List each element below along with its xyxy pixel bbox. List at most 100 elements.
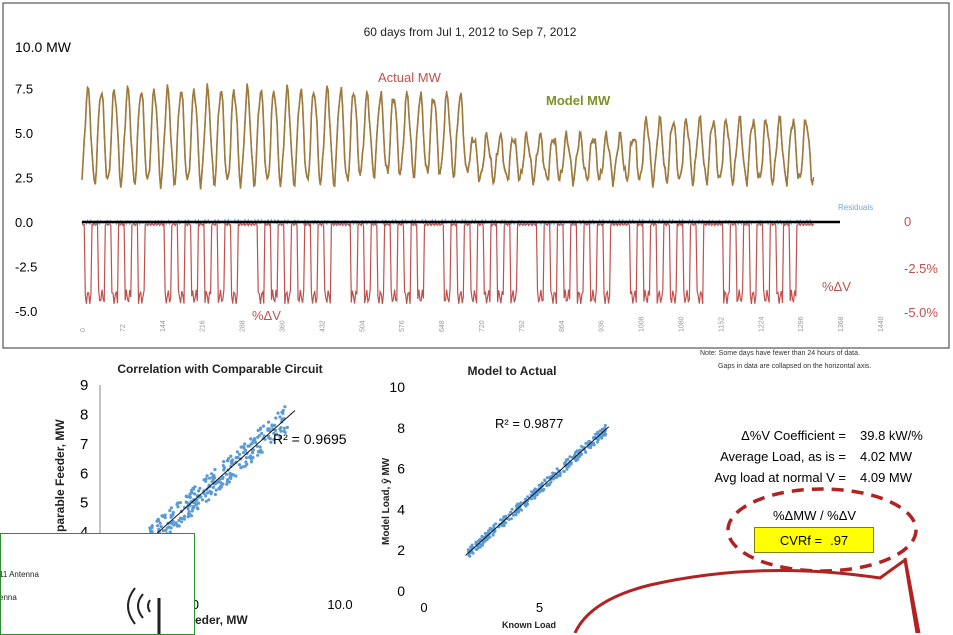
scatter2-point	[541, 489, 545, 493]
x-tick-label: 864	[559, 320, 566, 332]
scatter2-point	[562, 470, 566, 473]
right-tick-label: 0	[904, 214, 911, 229]
scatter2-y-tick: 8	[397, 420, 405, 436]
scatter1-point	[251, 456, 255, 460]
scatter2-point	[476, 539, 480, 543]
scatter1-point	[276, 411, 280, 415]
scatter1-point	[272, 431, 276, 435]
scatter1-point	[210, 480, 214, 484]
scatter2-point	[475, 548, 479, 551]
cvrf-label: CVRf =	[779, 532, 823, 548]
scatter2-point	[526, 495, 530, 499]
scatter1-point	[204, 499, 208, 503]
scatter2-point	[509, 510, 513, 514]
scatter1-point	[257, 434, 261, 438]
annotation-dv-2: %ΔV	[822, 279, 851, 294]
scatter1-point	[256, 453, 260, 457]
scatter1-point	[273, 423, 277, 427]
scatter1-point	[213, 467, 217, 472]
scatter1-point	[260, 431, 264, 436]
scatter1-point	[195, 498, 199, 502]
scatter2-fit-line	[465, 426, 610, 556]
scatter1-point	[211, 485, 215, 489]
scatter2-title: Model to Actual	[468, 364, 557, 378]
scatter1-point	[160, 514, 164, 518]
legend-line-2: enna	[0, 593, 17, 602]
scatter1-point	[161, 529, 165, 533]
scatter1-point	[182, 517, 186, 521]
scatter2-point	[574, 450, 577, 454]
scatter2-point	[564, 458, 568, 462]
x-tick-label: 360	[280, 320, 287, 332]
x-tick-label: 1440	[878, 316, 885, 332]
scatter2-point	[488, 535, 492, 539]
scatter2-point	[524, 503, 528, 507]
scatter1-point	[225, 459, 229, 463]
scatter1-point	[198, 486, 202, 490]
scatter1-point	[274, 416, 278, 420]
scatter1-point	[208, 476, 212, 480]
scatter2-point	[487, 529, 490, 533]
scatter1-point	[175, 502, 179, 506]
scatter2-point	[492, 530, 496, 534]
y-unit-label: 10.0 MW	[15, 39, 72, 55]
scatter2-point	[510, 507, 514, 511]
scatter1-point	[164, 528, 168, 533]
scatter1-point	[184, 494, 188, 498]
annotation-model-mw: Model MW	[546, 93, 611, 108]
scatter1-point	[272, 437, 276, 442]
scatter1-point	[168, 530, 172, 534]
scatter1-point	[219, 481, 223, 485]
scatter2-point	[507, 518, 511, 521]
scatter1-point	[239, 445, 243, 449]
x-tick-label: 0	[80, 328, 87, 332]
scatter1-point	[186, 507, 190, 511]
scatter1-point	[197, 501, 201, 505]
scatter2-point	[551, 471, 555, 475]
scatter1-point	[273, 428, 278, 432]
scatter1-point	[244, 456, 248, 460]
x-tick-label: 432	[319, 320, 326, 332]
scatter1-point	[250, 451, 255, 455]
scatter1-point	[193, 492, 197, 496]
scatter1-point	[229, 476, 233, 480]
scatter1-point	[239, 466, 243, 470]
scatter2-point	[509, 517, 513, 521]
scatter1-point	[184, 500, 188, 504]
scatter1-point	[174, 521, 178, 525]
y-tick-label: 7.5	[15, 82, 33, 97]
scatter1-point	[280, 417, 284, 421]
scatter2-point	[520, 508, 523, 512]
scatter2-point	[514, 513, 518, 517]
scatter1-point	[258, 445, 262, 449]
scatter1-point	[224, 472, 228, 476]
scatter2-x-tick: 0	[420, 600, 427, 615]
scatter2-point	[502, 524, 506, 528]
stat-label: Δ%V Coefficient =	[741, 428, 846, 443]
scatter1-point	[194, 502, 198, 506]
scatter2-point	[485, 537, 489, 541]
scatter1-point	[221, 475, 225, 479]
scatter1-point	[209, 492, 213, 496]
scatter2-y-tick: 6	[397, 461, 405, 477]
x-tick-label: 1152	[718, 317, 725, 332]
scatter2-point	[492, 523, 496, 527]
scatter1-point	[213, 481, 217, 485]
scatter1-point	[202, 478, 206, 482]
stat-value: 4.02 MW	[860, 449, 913, 464]
scatter1-y-tick: 9	[80, 377, 88, 394]
scatter1-point	[228, 471, 232, 476]
scatter1-point	[283, 405, 287, 409]
scatter1-point	[285, 425, 289, 429]
note-line-2: Gaps in data are collapsed on the horizo…	[718, 363, 871, 370]
right-tick-label: -2.5%	[904, 261, 938, 276]
scatter2-x-tick: 5	[536, 600, 543, 615]
scatter1-point	[159, 524, 163, 529]
scatter1-point	[266, 428, 270, 432]
x-tick-label: 72	[120, 324, 127, 332]
scatter2-point	[502, 521, 506, 525]
scatter2-point	[468, 554, 472, 558]
scatter2-point	[474, 542, 478, 546]
y-tick-label: 2.5	[15, 171, 33, 186]
